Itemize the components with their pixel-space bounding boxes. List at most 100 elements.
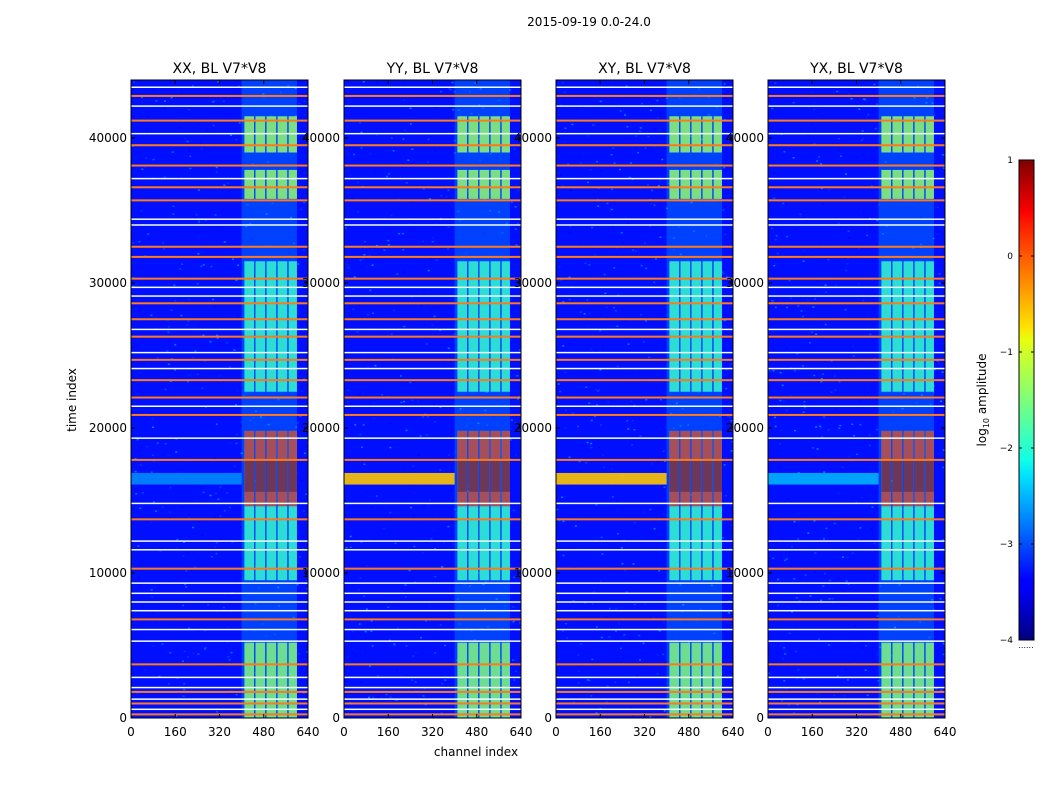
- noise-cell: [877, 680, 880, 682]
- colorbar-tick-label: 0: [1007, 252, 1013, 262]
- noise-cell: [780, 554, 783, 557]
- flag-line-white: [131, 286, 308, 289]
- panel-1-image: [131, 80, 308, 718]
- noise-cell: [447, 226, 450, 228]
- noise-cell: [641, 102, 644, 105]
- noise-cell: [903, 393, 905, 395]
- rfi-region: [241, 80, 297, 718]
- noise-cell: [507, 221, 510, 223]
- noise-cell: [227, 182, 230, 185]
- noise-cell: [663, 621, 665, 624]
- noise-cell: [595, 626, 598, 628]
- noise-cell: [407, 159, 410, 161]
- noise-cell: [360, 131, 363, 134]
- noise-cell: [902, 374, 905, 377]
- noise-cell: [377, 674, 379, 677]
- noise-cell: [934, 369, 937, 371]
- noise-cell: [814, 298, 817, 300]
- flag-line-white: [344, 132, 521, 135]
- noise-cell: [499, 492, 502, 495]
- noise-cell: [826, 464, 829, 467]
- noise-cell: [583, 313, 586, 315]
- noise-cell: [155, 621, 158, 624]
- noise-cell: [794, 228, 797, 231]
- rfi-block: [903, 169, 914, 199]
- noise-cell: [679, 621, 682, 623]
- noise-cell: [169, 387, 172, 389]
- flag-line-white: [131, 676, 308, 679]
- noise-cell: [943, 147, 945, 150]
- flag-line-orange: [344, 567, 521, 570]
- noise-cell: [590, 442, 593, 445]
- noise-cell: [511, 621, 514, 623]
- noise-cell: [828, 620, 831, 622]
- noise-cell: [302, 692, 305, 694]
- colorbar-tick-label: 1: [1007, 156, 1013, 166]
- noise-cell: [679, 239, 682, 241]
- noise-cell: [349, 535, 352, 538]
- noise-cell: [297, 263, 300, 265]
- rfi-block: [925, 169, 934, 199]
- noise-cell: [499, 669, 502, 671]
- noise-cell: [800, 310, 803, 312]
- noise-cell: [369, 665, 371, 667]
- noise-cell: [820, 377, 823, 380]
- noise-cell: [384, 248, 387, 250]
- noise-cell: [605, 615, 608, 617]
- y-tick-label: 0: [756, 711, 764, 725]
- noise-cell: [791, 546, 793, 548]
- noise-cell: [564, 622, 567, 625]
- noise-cell: [879, 184, 882, 187]
- noise-cell: [667, 320, 670, 322]
- noise-cell: [347, 351, 350, 353]
- noise-cell: [935, 361, 938, 363]
- noise-cell: [374, 171, 377, 173]
- noise-cell: [401, 232, 404, 235]
- noise-cell: [561, 496, 564, 498]
- noise-cell: [447, 525, 450, 528]
- noise-cell: [353, 153, 355, 156]
- noise-cell: [658, 497, 661, 500]
- noise-cell: [890, 303, 893, 306]
- noise-cell: [796, 352, 799, 355]
- noise-cell: [276, 190, 279, 192]
- noise-cell: [877, 678, 880, 681]
- noise-cell: [655, 98, 658, 101]
- noise-cell: [781, 516, 784, 518]
- noise-cell: [513, 659, 516, 662]
- noise-cell: [689, 231, 692, 233]
- flag-line-white: [768, 286, 945, 289]
- noise-cell: [774, 82, 777, 84]
- rfi-block: [277, 459, 288, 492]
- flag-line-orange: [131, 663, 308, 666]
- rfi-block: [255, 261, 266, 392]
- noise-cell: [642, 511, 645, 513]
- noise-cell: [170, 309, 173, 311]
- noise-cell: [414, 651, 417, 654]
- noise-cell: [857, 283, 860, 286]
- noise-cell: [151, 418, 154, 420]
- noise-cell: [659, 236, 662, 238]
- noise-cell: [774, 542, 777, 544]
- noise-cell: [577, 195, 580, 198]
- noise-cell: [426, 416, 429, 418]
- noise-cell: [203, 360, 206, 362]
- noise-cell: [825, 527, 828, 530]
- noise-cell: [942, 642, 945, 645]
- noise-cell: [630, 400, 632, 403]
- noise-cell: [854, 98, 857, 100]
- noise-cell: [938, 362, 940, 365]
- noise-cell: [705, 235, 708, 237]
- noise-cell: [164, 108, 166, 110]
- noise-cell: [892, 579, 894, 582]
- noise-cell: [509, 407, 511, 409]
- noise-cell: [722, 272, 725, 275]
- rfi-block: [903, 261, 914, 392]
- noise-cell: [182, 604, 184, 607]
- noise-cell: [564, 427, 567, 429]
- noise-cell: [398, 233, 401, 235]
- noise-cell: [834, 284, 837, 286]
- noise-cell: [300, 479, 303, 482]
- noise-cell: [656, 99, 659, 102]
- flag-line-orange: [768, 702, 945, 705]
